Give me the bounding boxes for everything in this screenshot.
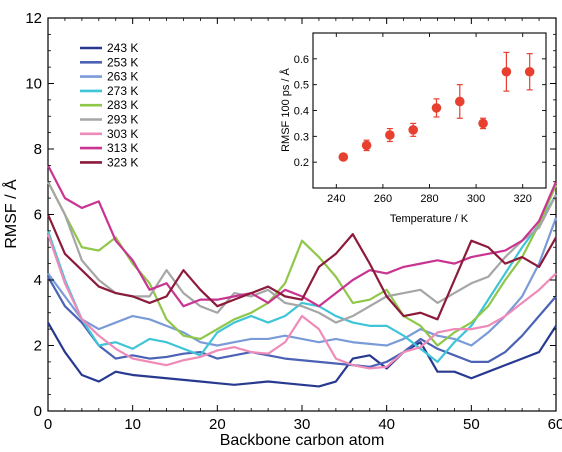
legend-label: 243 K [107,41,138,55]
main-x-tick-label: 60 [548,416,562,433]
legend-label: 323 K [107,155,138,169]
main-x-tick-label: 10 [124,416,141,433]
main-x-tick-label: 50 [463,416,480,433]
main-y-tick-label: 8 [34,141,42,158]
legend-label: 263 K [107,70,138,84]
inset-x-tick-label: 260 [374,193,392,205]
inset-point [385,130,395,140]
main-y-tick-label: 6 [34,207,42,224]
legend-label: 273 K [107,84,138,98]
inset-background [313,33,546,188]
legend-label: 313 K [107,141,138,155]
legend-label: 303 K [107,127,138,141]
main-series-lines [46,164,558,388]
inset-point [454,96,465,107]
series-line-273k [46,194,557,363]
inset-x-tick-label: 320 [514,193,532,205]
main-y-axis-label: RMSF / Å [1,179,20,249]
inset-y-tick-label: 0.3 [294,131,309,143]
inset-y-tick-label: 0.5 [294,80,309,92]
legend-label: 283 K [107,98,138,112]
inset-x-tick-label: 240 [327,193,345,205]
legend-label: 253 K [107,55,138,69]
series-line-323k [46,214,557,321]
series-line-313k [47,164,558,308]
inset-x-ticks: 240 260 280 300 320 [327,33,532,205]
main-y-tick-label: 2 [34,338,42,355]
inset-point [478,118,488,129]
inset-point [501,66,512,77]
series-line-243k [47,322,557,388]
main-x-tick-label: 0 [44,416,52,433]
series-line-303k [46,233,557,370]
inset-y-axis-label: RMSF 100 ps / Å [279,67,292,151]
inset-y-tick-label: 0.6 [294,54,309,66]
series-line-263k [47,217,558,347]
inset-points [338,51,535,162]
inset-point [524,66,535,77]
inset-point [408,125,418,135]
inset-y-tick-label: 0.2 [294,157,309,169]
main-x-tick-label: 20 [209,416,226,433]
inset-point [431,103,442,113]
main-y-ticks: 0 2 4 6 8 10 12 [25,10,556,420]
main-y-tick-label: 4 [34,272,42,289]
main-x-tick-label: 30 [294,416,311,433]
inset-y-ticks: 0.2 0.3 0.4 0.5 0.6 [294,54,546,169]
main-x-axis-label: Backbone carbon atom [220,432,385,449]
inset-x-tick-label: 300 [467,193,485,205]
series-line-253k [47,276,557,368]
series-line-283k [47,181,558,347]
main-y-tick-label: 0 [34,403,42,420]
main-y-tick-label: 12 [25,10,42,27]
inset-y-tick-label: 0.4 [294,106,309,118]
inset-point [338,152,349,162]
inset-x-axis-label: Temperature / K [390,213,469,225]
main-plot: 0 10 20 30 40 50 60 0 2 4 6 8 10 12 Backbone carbon … [1,10,562,449]
inset-plot: 240 260 280 300 320 0.2 0.3 0.4 0.5 0.6 Temperat… [279,32,547,225]
main-x-tick-label: 40 [378,416,395,433]
legend-label: 293 K [107,113,138,127]
inset-point [361,140,372,151]
inset-x-tick-label: 280 [420,193,438,205]
main-x-ticks: 0 10 20 30 40 50 60 [44,18,562,433]
main-y-tick-label: 10 [25,76,42,93]
